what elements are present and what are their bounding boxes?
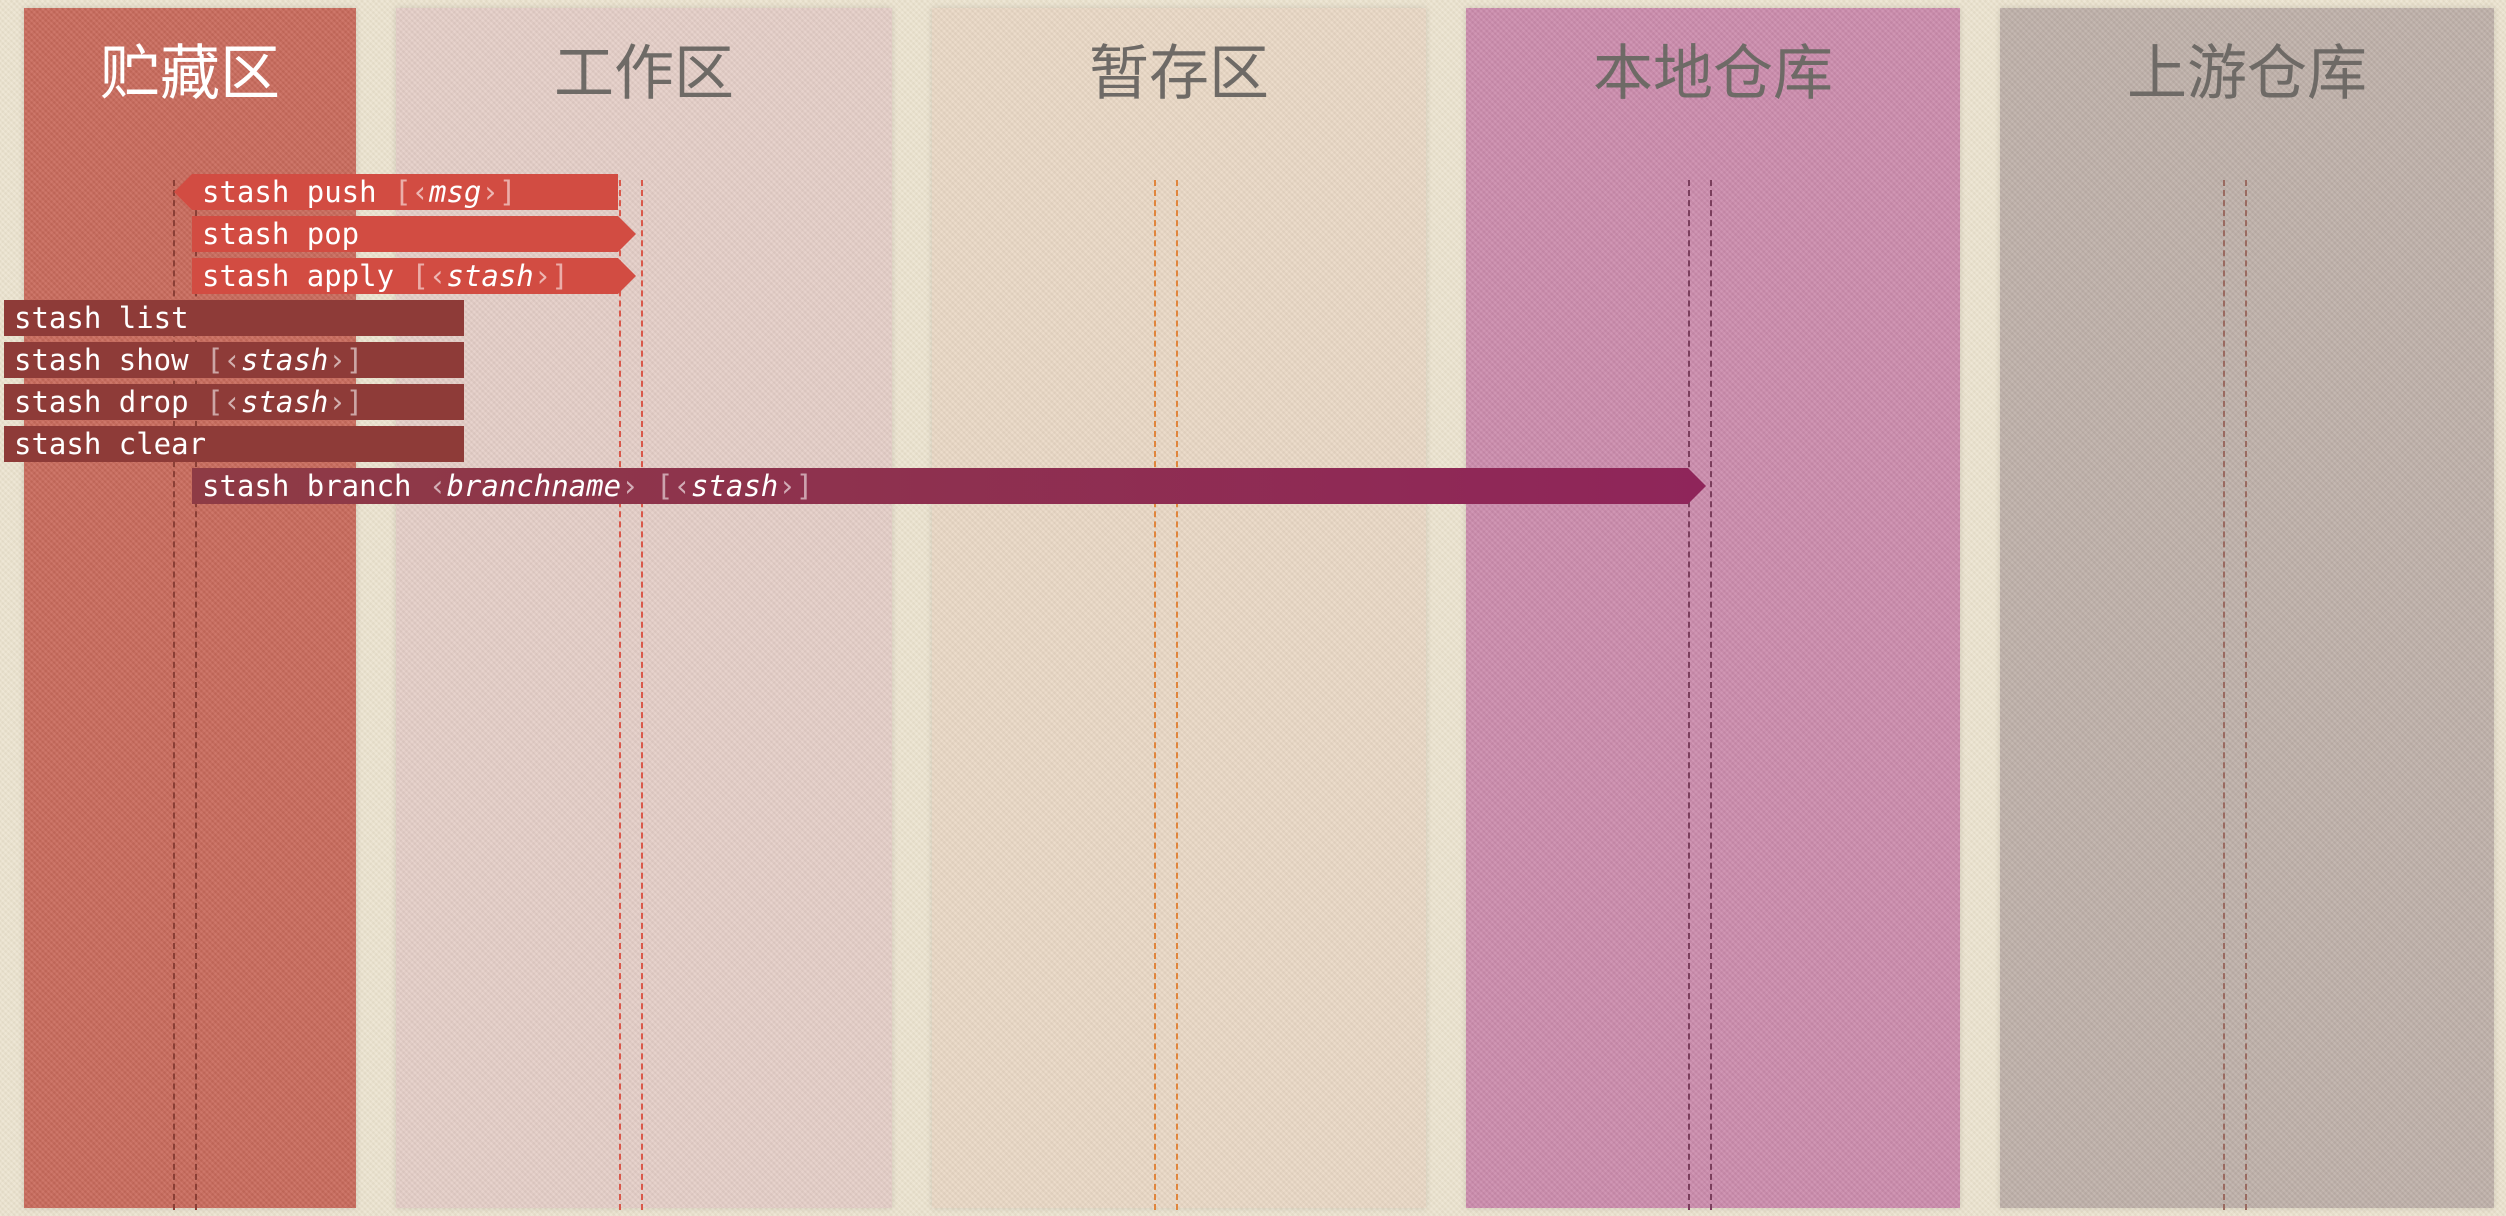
cmd-stash-branch-name: stash branch [202,469,412,503]
cmd-stash-show-name: stash show [14,343,189,377]
column-local-repo: 本地仓库 [1466,8,1960,1208]
column-index: 暂存区 [932,8,1426,1208]
bracket-open: [ [206,343,224,377]
lifeline-workspace-right [641,180,643,1210]
angle-close-2: › [778,469,796,503]
bracket-close: ] [345,343,364,377]
cmd-stash-push-name: stash push [202,175,377,209]
arg-stash: stash [446,259,534,293]
cmd-stash-list-name: stash list [14,301,189,335]
arg-msg: msg [429,175,482,209]
cmd-stash-list: stash list [4,300,464,336]
arg-stash: stash [690,469,779,503]
cmd-stash-drop: stash drop [‹stash›] [4,384,464,420]
bracket-close: ] [498,175,517,209]
lifeline-stash-left [173,180,175,1210]
angle-open: ‹ [428,469,447,503]
lifeline-workspace-left [619,180,621,1210]
bracket-open: [ [656,469,674,503]
cmd-stash-apply-name: stash apply [202,259,395,293]
angle-open: ‹ [223,385,242,419]
cmd-stash-apply: stash apply [‹stash›] [192,258,636,294]
bracket-open: [ [411,259,429,293]
column-title-index: 暂存区 [1089,39,1269,109]
angle-close: › [328,385,346,419]
column-workspace: 工作区 [396,8,892,1208]
lifeline-index-left [1154,180,1156,1210]
lifeline-local-left [1688,180,1690,1210]
angle-open: ‹ [429,259,447,293]
cmd-stash-push: stash push [‹msg›] [174,174,618,210]
angle-close: › [328,343,346,377]
arg-stash: stash [241,343,329,377]
cmd-stash-pop-name: stash pop [202,217,360,251]
column-title-local-repo: 本地仓库 [1593,39,1833,109]
arg-branchname: branchname [446,469,622,503]
lifeline-upstream-right [2245,180,2247,1210]
lifeline-upstream-left [2223,180,2225,1210]
lifeline-local-right [1710,180,1712,1210]
column-title-upstream-repo: 上游仓库 [2127,39,2367,109]
bracket-open: [ [394,175,412,209]
cmd-stash-pop: stash pop [192,216,636,252]
arg-stash: stash [241,385,329,419]
bracket-close: ] [795,469,814,503]
angle-open-2: ‹ [673,469,691,503]
bracket-close: ] [345,385,364,419]
cmd-stash-show: stash show [‹stash›] [4,342,464,378]
bracket-open: [ [206,385,224,419]
angle-open: ‹ [223,343,242,377]
lifeline-index-right [1176,180,1178,1210]
column-title-workspace: 工作区 [554,39,734,109]
column-title-stash: 贮藏区 [100,39,280,109]
cmd-stash-drop-name: stash drop [14,385,189,419]
cmd-stash-clear-name: stash clear [14,427,207,461]
column-upstream-repo: 上游仓库 [2000,8,2494,1208]
angle-close: › [481,175,499,209]
bracket-close: ] [551,259,569,293]
cmd-stash-clear: stash clear [4,426,464,462]
lifeline-stash-right [195,180,197,1210]
angle-close: › [533,259,552,293]
angle-open: ‹ [411,175,430,209]
cmd-stash-branch: stash branch ‹branchname› [‹stash›] [192,468,1706,504]
angle-close: › [621,469,639,503]
